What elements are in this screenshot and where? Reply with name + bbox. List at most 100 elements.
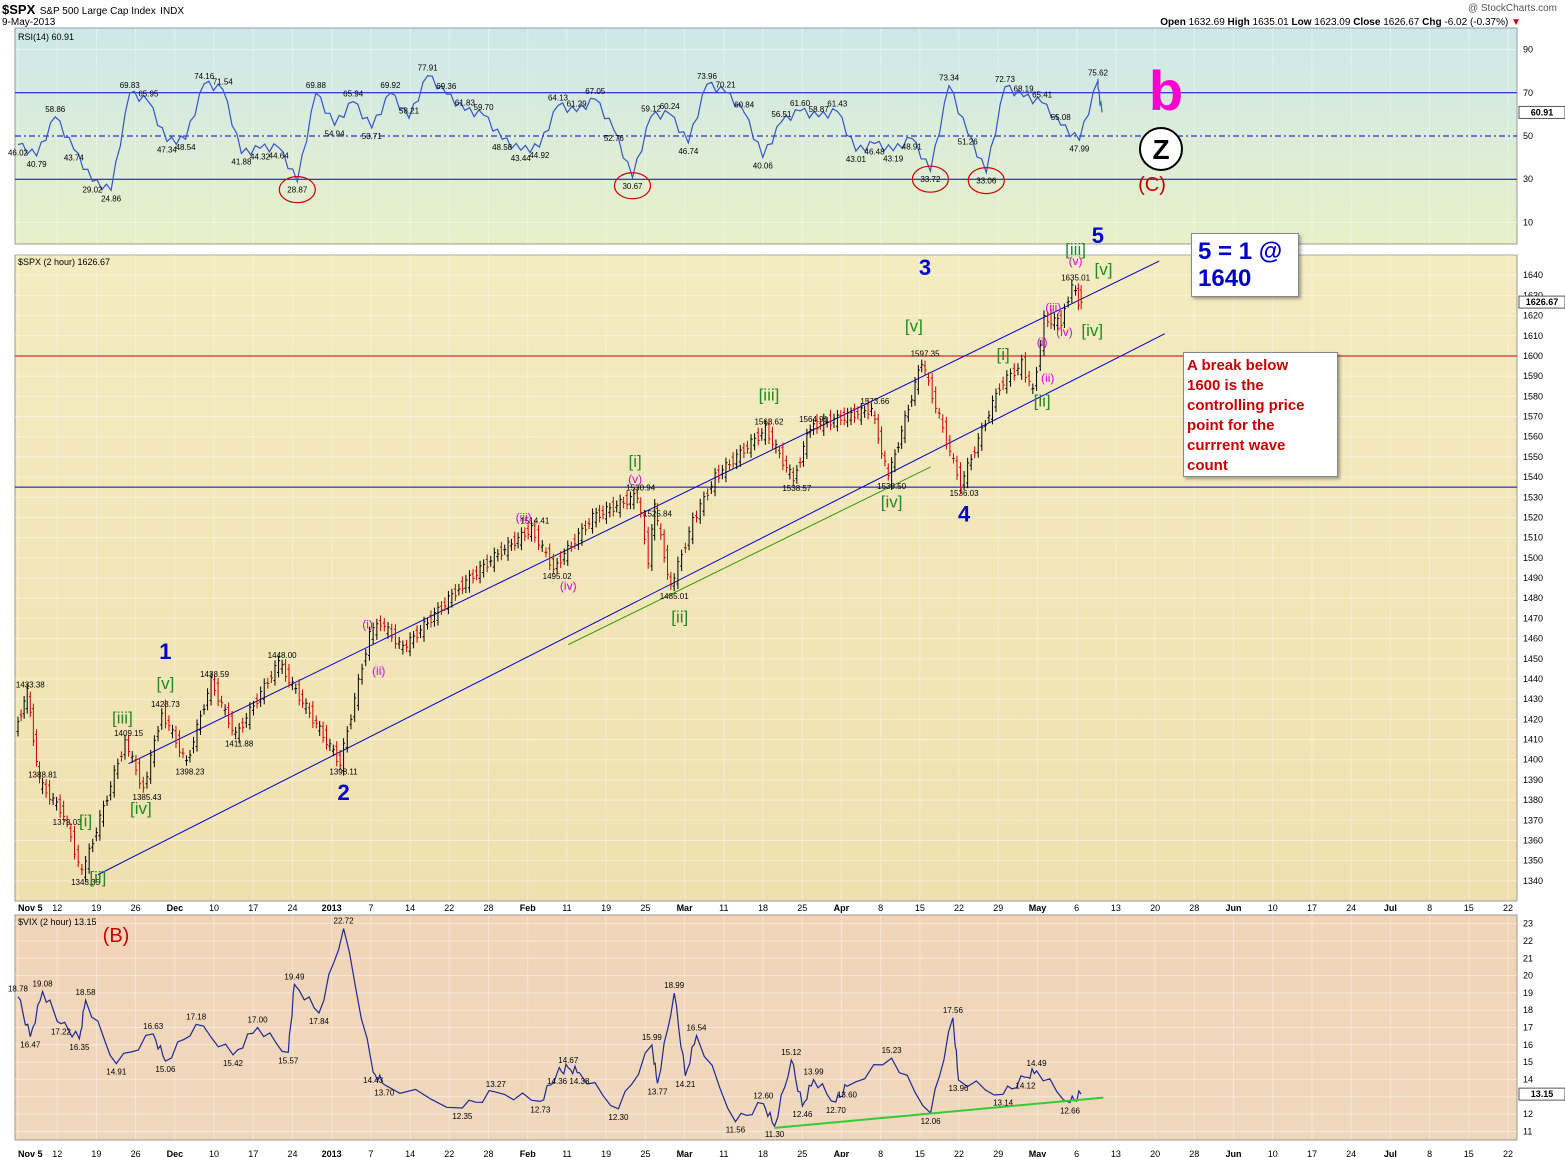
price-y-tick-label: 1620 — [1523, 311, 1543, 321]
vix-value-label: 15.12 — [781, 1048, 802, 1057]
vix-y-tick-label: 12 — [1523, 1109, 1533, 1119]
price-y-tick-label: 1400 — [1523, 755, 1543, 765]
x-tick-label-vix: 19 — [91, 1149, 101, 1157]
wave-label-magenta: (v) — [1069, 254, 1083, 268]
vix-value-label: 12.73 — [530, 1105, 551, 1114]
vix-value-label: 12.30 — [608, 1113, 629, 1122]
price-y-tick-label: 1470 — [1523, 613, 1543, 623]
rsi-value-label: 73.34 — [939, 74, 960, 83]
x-tick-label-vix: 6 — [1074, 1149, 1079, 1157]
rsi-value-label: 69.88 — [306, 81, 327, 90]
vix-value-label: 14.43 — [363, 1076, 384, 1085]
wave-label-4: 4 — [958, 501, 971, 526]
vix-value-label: 13.27 — [486, 1080, 507, 1089]
rsi-y-tick-label: 50 — [1523, 131, 1533, 141]
vix-value-label: 16.47 — [20, 1041, 41, 1050]
vix-value-label: 19.08 — [33, 980, 54, 989]
wave-label-green: [v] — [156, 674, 174, 693]
x-tick-label-price: May — [1029, 903, 1047, 913]
x-tick-label-vix: 25 — [797, 1149, 807, 1157]
rsi-low-circle — [613, 172, 652, 200]
rsi-value-label: 68.19 — [1014, 85, 1035, 94]
rsi-value-label: 43.44 — [511, 154, 532, 163]
ohlc-readout: Open 1632.69 High 1635.01 Low 1623.09 Cl… — [1160, 17, 1521, 28]
target-box: 5 = 1 @ 1640 — [1191, 233, 1299, 297]
rsi-y-tick-label: 10 — [1523, 217, 1533, 227]
x-tick-label-price: 2013 — [322, 903, 342, 913]
rsi-value-label: 77.91 — [418, 64, 439, 73]
rsi-value-label: 61.43 — [827, 99, 848, 108]
x-tick-label-price: 28 — [1189, 903, 1199, 913]
price-value-label: 1536.03 — [950, 489, 979, 498]
price-value-label: 1525.84 — [643, 510, 672, 519]
x-tick-label-price: Mar — [677, 903, 694, 913]
vix-y-tick-label: 11 — [1523, 1126, 1532, 1136]
rsi-value-label: 40.06 — [753, 161, 774, 170]
x-tick-label-price: 18 — [758, 903, 768, 913]
vix-value-label: 22.72 — [334, 917, 355, 926]
vix-value-label: 15.57 — [278, 1056, 299, 1065]
x-tick-label-price: 10 — [1268, 903, 1278, 913]
rsi-value-label: 56.51 — [771, 110, 792, 119]
price-y-tick-label: 1450 — [1523, 654, 1543, 664]
price-y-tick-label: 1410 — [1523, 735, 1543, 745]
x-tick-label-vix: Jul — [1384, 1149, 1397, 1157]
c-wave-label: (C) — [1138, 174, 1166, 196]
rsi-value-label: 69.36 — [436, 82, 457, 91]
vix-y-tick-label: 16 — [1523, 1040, 1533, 1050]
vix-value-label: 12.06 — [921, 1117, 942, 1126]
x-tick-label-vix: 22 — [954, 1149, 964, 1157]
break-box: A break below 1600 is the controlling pr… — [1183, 352, 1338, 477]
price-value-label: 1485.01 — [660, 592, 689, 601]
chart-header: $SPX S&P 500 Large Cap Index INDX — [2, 1, 184, 19]
vix-value-label: 13.14 — [993, 1098, 1014, 1107]
x-tick-label-vix: 24 — [287, 1149, 297, 1157]
rsi-value-label: 72.73 — [995, 75, 1016, 84]
price-value-label: 1409.15 — [114, 729, 143, 738]
rsi-value-label: 46.48 — [865, 148, 886, 157]
x-tick-label-price: 24 — [1346, 903, 1356, 913]
vix-y-tick-label: 23 — [1523, 919, 1533, 929]
rsi-value-label: 44.92 — [529, 151, 550, 160]
price-value-label: 1388.81 — [28, 770, 57, 779]
price-value-label: 1343.35 — [71, 878, 100, 887]
x-tick-label-price: 13 — [1111, 903, 1121, 913]
x-tick-label-vix: 24 — [1346, 1149, 1356, 1157]
vix-value-label: 14.12 — [1015, 1081, 1036, 1090]
price-y-tick-label: 1440 — [1523, 674, 1543, 684]
price-y-tick-label: 1350 — [1523, 856, 1543, 866]
close-label: Close — [1353, 17, 1381, 28]
vix-value-label: 16.35 — [69, 1043, 90, 1052]
x-tick-label-vix: 22 — [444, 1149, 454, 1157]
price-candles — [16, 279, 1083, 883]
vix-value-label: 17.22 — [51, 1028, 72, 1037]
vix-value-label: 19.49 — [284, 972, 305, 981]
x-tick-label-vix: 15 — [1464, 1149, 1474, 1157]
x-tick-label-vix: 12 — [52, 1149, 62, 1157]
vix-y-tick-label: 17 — [1523, 1023, 1533, 1033]
price-value-label: 1635.01 — [1061, 273, 1090, 282]
vix-last-value-box — [1518, 1087, 1565, 1101]
rsi-value-label: 47.99 — [1069, 144, 1090, 153]
inner-green-line — [568, 466, 931, 646]
x-tick-label-price: 10 — [209, 903, 219, 913]
vix-value-label: 15.23 — [882, 1046, 903, 1055]
x-tick-label-price: Jun — [1226, 903, 1242, 913]
x-tick-label-vix: Apr — [834, 1149, 850, 1157]
wave-label-green: [iii] — [112, 708, 133, 727]
wave-label-3: 3 — [919, 255, 931, 280]
high-label: High — [1227, 17, 1250, 28]
x-tick-label-vix: 22 — [1503, 1149, 1513, 1157]
x-tick-label-price: 14 — [405, 903, 415, 913]
symbol-name: S&P 500 Large Cap Index — [39, 6, 156, 17]
vix-y-tick-label: 20 — [1523, 971, 1533, 981]
x-tick-label-vix: 8 — [878, 1149, 883, 1157]
price-y-tick-label: 1500 — [1523, 553, 1543, 563]
rsi-value-label: 28.87 — [287, 186, 308, 195]
vix-y-tick-label: 19 — [1523, 988, 1533, 998]
rsi-value-label: 59.70 — [474, 103, 495, 112]
price-y-tick-label: 1630 — [1523, 290, 1543, 300]
x-tick-label-price: 17 — [248, 903, 258, 913]
wave-label-magenta: (iv) — [560, 579, 577, 593]
